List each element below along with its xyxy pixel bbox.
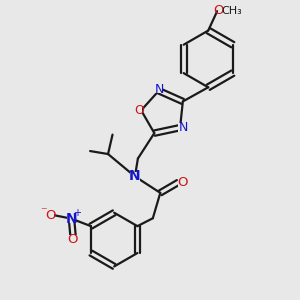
Text: O: O — [214, 4, 224, 17]
FancyBboxPatch shape — [46, 211, 54, 219]
Text: O: O — [68, 233, 78, 246]
Text: N: N — [66, 212, 77, 226]
FancyBboxPatch shape — [130, 172, 140, 181]
FancyBboxPatch shape — [69, 235, 77, 243]
Text: N: N — [155, 83, 164, 96]
FancyBboxPatch shape — [134, 106, 142, 115]
Text: O: O — [177, 176, 188, 189]
FancyBboxPatch shape — [67, 214, 76, 223]
FancyBboxPatch shape — [218, 6, 227, 16]
Text: O: O — [45, 208, 56, 222]
FancyBboxPatch shape — [154, 85, 163, 94]
Text: N: N — [129, 169, 141, 183]
Text: +: + — [73, 208, 81, 218]
FancyBboxPatch shape — [178, 124, 187, 132]
Text: O: O — [135, 104, 145, 117]
Text: CH₃: CH₃ — [222, 5, 242, 16]
FancyBboxPatch shape — [178, 178, 185, 187]
Text: N: N — [178, 121, 188, 134]
Text: ⁻: ⁻ — [40, 206, 46, 219]
